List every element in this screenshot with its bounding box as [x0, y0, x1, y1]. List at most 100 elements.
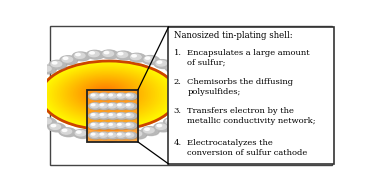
Circle shape	[49, 60, 65, 68]
Circle shape	[180, 106, 190, 112]
Circle shape	[27, 107, 31, 109]
Circle shape	[99, 103, 111, 110]
Circle shape	[102, 51, 119, 59]
Circle shape	[89, 133, 99, 138]
Circle shape	[90, 52, 94, 54]
Circle shape	[183, 84, 199, 92]
Circle shape	[115, 93, 128, 99]
Circle shape	[92, 86, 119, 100]
Circle shape	[91, 123, 95, 125]
Circle shape	[125, 123, 134, 127]
Circle shape	[98, 93, 110, 99]
Circle shape	[91, 94, 99, 98]
Circle shape	[60, 56, 76, 64]
Circle shape	[125, 113, 138, 120]
Circle shape	[99, 94, 107, 98]
Circle shape	[76, 78, 138, 109]
Circle shape	[20, 84, 36, 92]
Circle shape	[87, 84, 125, 103]
Circle shape	[174, 113, 190, 121]
Circle shape	[157, 124, 162, 127]
Circle shape	[25, 100, 30, 102]
Bar	[88, 90, 138, 142]
Circle shape	[132, 132, 137, 134]
Circle shape	[115, 51, 131, 59]
Circle shape	[73, 129, 89, 138]
Circle shape	[125, 133, 134, 137]
Circle shape	[115, 132, 132, 141]
Circle shape	[88, 133, 104, 141]
Circle shape	[106, 122, 119, 129]
Circle shape	[42, 61, 177, 129]
Circle shape	[63, 57, 68, 60]
Circle shape	[23, 86, 28, 88]
Bar	[168, 27, 334, 164]
Circle shape	[22, 85, 33, 91]
Circle shape	[69, 75, 145, 113]
Circle shape	[125, 113, 134, 118]
Circle shape	[42, 119, 46, 121]
Circle shape	[27, 78, 37, 84]
Circle shape	[84, 82, 129, 105]
Circle shape	[101, 50, 117, 58]
Circle shape	[28, 79, 33, 81]
Circle shape	[89, 51, 99, 57]
Circle shape	[144, 56, 160, 64]
Circle shape	[62, 57, 73, 62]
Circle shape	[91, 123, 99, 127]
Circle shape	[124, 103, 137, 109]
Circle shape	[126, 133, 130, 135]
Circle shape	[89, 132, 102, 139]
Circle shape	[117, 94, 125, 98]
Circle shape	[108, 123, 116, 127]
Text: Electrocatalyzes the
conversion of sulfur cathode: Electrocatalyzes the conversion of sulfu…	[187, 139, 307, 157]
Circle shape	[40, 66, 51, 71]
Circle shape	[182, 91, 198, 100]
Text: Chemisorbs the diffusing
polysulfides;: Chemisorbs the diffusing polysulfides;	[187, 78, 294, 96]
Circle shape	[89, 93, 102, 99]
Circle shape	[174, 113, 185, 118]
Circle shape	[61, 129, 71, 134]
Circle shape	[39, 118, 55, 126]
Circle shape	[25, 77, 41, 86]
Circle shape	[107, 103, 120, 110]
Circle shape	[157, 61, 162, 63]
Circle shape	[74, 53, 90, 61]
Circle shape	[73, 52, 89, 60]
Circle shape	[126, 94, 130, 96]
Circle shape	[98, 113, 110, 119]
Circle shape	[129, 130, 145, 138]
Circle shape	[99, 113, 111, 120]
Circle shape	[117, 104, 125, 108]
Circle shape	[89, 84, 123, 102]
Circle shape	[51, 66, 166, 124]
Circle shape	[91, 113, 99, 118]
Circle shape	[115, 103, 128, 109]
Circle shape	[67, 74, 147, 114]
Circle shape	[42, 67, 46, 69]
Circle shape	[100, 123, 104, 125]
Circle shape	[104, 51, 109, 54]
Circle shape	[103, 134, 114, 139]
Circle shape	[86, 50, 103, 59]
Circle shape	[125, 94, 134, 98]
Circle shape	[117, 52, 128, 57]
Circle shape	[178, 105, 194, 114]
Circle shape	[61, 57, 78, 65]
Circle shape	[117, 133, 128, 139]
Text: Nanosized tin-plating shell:: Nanosized tin-plating shell:	[174, 31, 292, 40]
Circle shape	[115, 122, 128, 129]
Circle shape	[131, 131, 147, 139]
Circle shape	[167, 65, 183, 73]
Text: 4.: 4.	[174, 139, 182, 147]
Circle shape	[45, 63, 173, 127]
Circle shape	[39, 65, 55, 73]
Circle shape	[117, 133, 121, 135]
Circle shape	[96, 89, 114, 97]
Circle shape	[100, 133, 104, 135]
Circle shape	[99, 94, 111, 100]
Circle shape	[156, 124, 166, 129]
Circle shape	[24, 99, 34, 105]
Circle shape	[54, 68, 162, 122]
Circle shape	[145, 57, 150, 59]
